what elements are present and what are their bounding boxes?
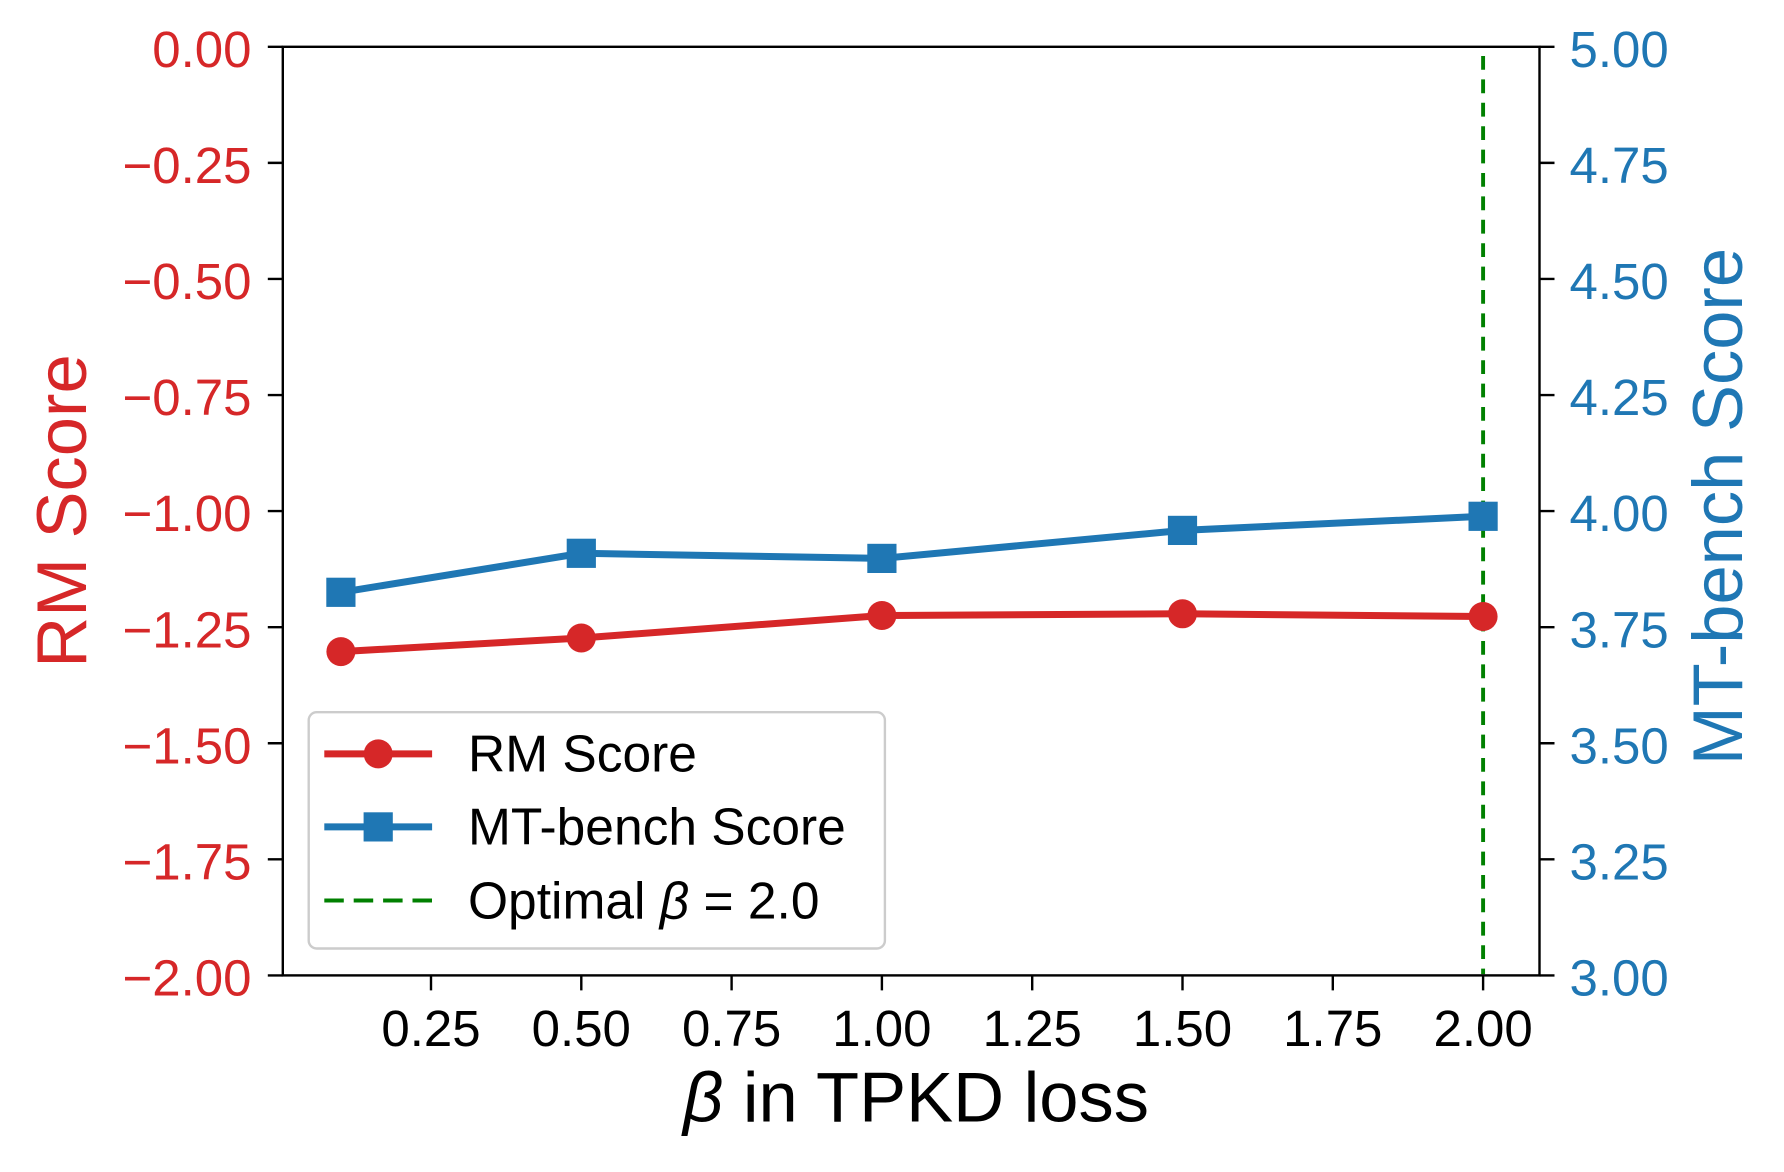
svg-text:0.50: 0.50 [532, 1000, 631, 1057]
svg-text:4.25: 4.25 [1570, 369, 1669, 426]
svg-text:4.75: 4.75 [1570, 137, 1669, 194]
svg-text:3.75: 3.75 [1570, 601, 1669, 658]
svg-text:Optimal β = 2.0: Optimal β = 2.0 [468, 871, 819, 929]
svg-text:−1.50: −1.50 [122, 717, 251, 774]
svg-text:3.50: 3.50 [1570, 717, 1669, 774]
svg-text:−2.00: −2.00 [122, 950, 251, 1007]
svg-text:RM Score: RM Score [468, 725, 697, 783]
svg-text:3.00: 3.00 [1570, 950, 1669, 1007]
svg-text:−1.00: −1.00 [122, 485, 251, 542]
svg-text:3.25: 3.25 [1570, 833, 1669, 890]
svg-text:MT-bench Score: MT-bench Score [468, 798, 846, 856]
svg-text:1.00: 1.00 [832, 1000, 931, 1057]
svg-text:4.00: 4.00 [1570, 485, 1669, 542]
svg-text:−0.25: −0.25 [122, 137, 251, 194]
svg-text:RM Score: RM Score [22, 354, 101, 667]
svg-text:0.25: 0.25 [381, 1000, 480, 1057]
svg-text:1.75: 1.75 [1283, 1000, 1382, 1057]
svg-text:β in TPKD loss: β in TPKD loss [681, 1057, 1149, 1136]
svg-text:0.00: 0.00 [152, 21, 251, 78]
svg-text:0.75: 0.75 [682, 1000, 781, 1057]
svg-text:2.00: 2.00 [1433, 1000, 1532, 1057]
svg-text:−0.75: −0.75 [122, 369, 251, 426]
svg-text:4.50: 4.50 [1570, 253, 1669, 310]
svg-text:−0.50: −0.50 [122, 253, 251, 310]
svg-text:1.25: 1.25 [983, 1000, 1082, 1057]
svg-text:−1.25: −1.25 [122, 601, 251, 658]
svg-text:5.00: 5.00 [1570, 21, 1669, 78]
svg-text:1.50: 1.50 [1133, 1000, 1232, 1057]
svg-text:−1.75: −1.75 [122, 833, 251, 890]
svg-text:MT-bench Score: MT-bench Score [1678, 248, 1757, 765]
